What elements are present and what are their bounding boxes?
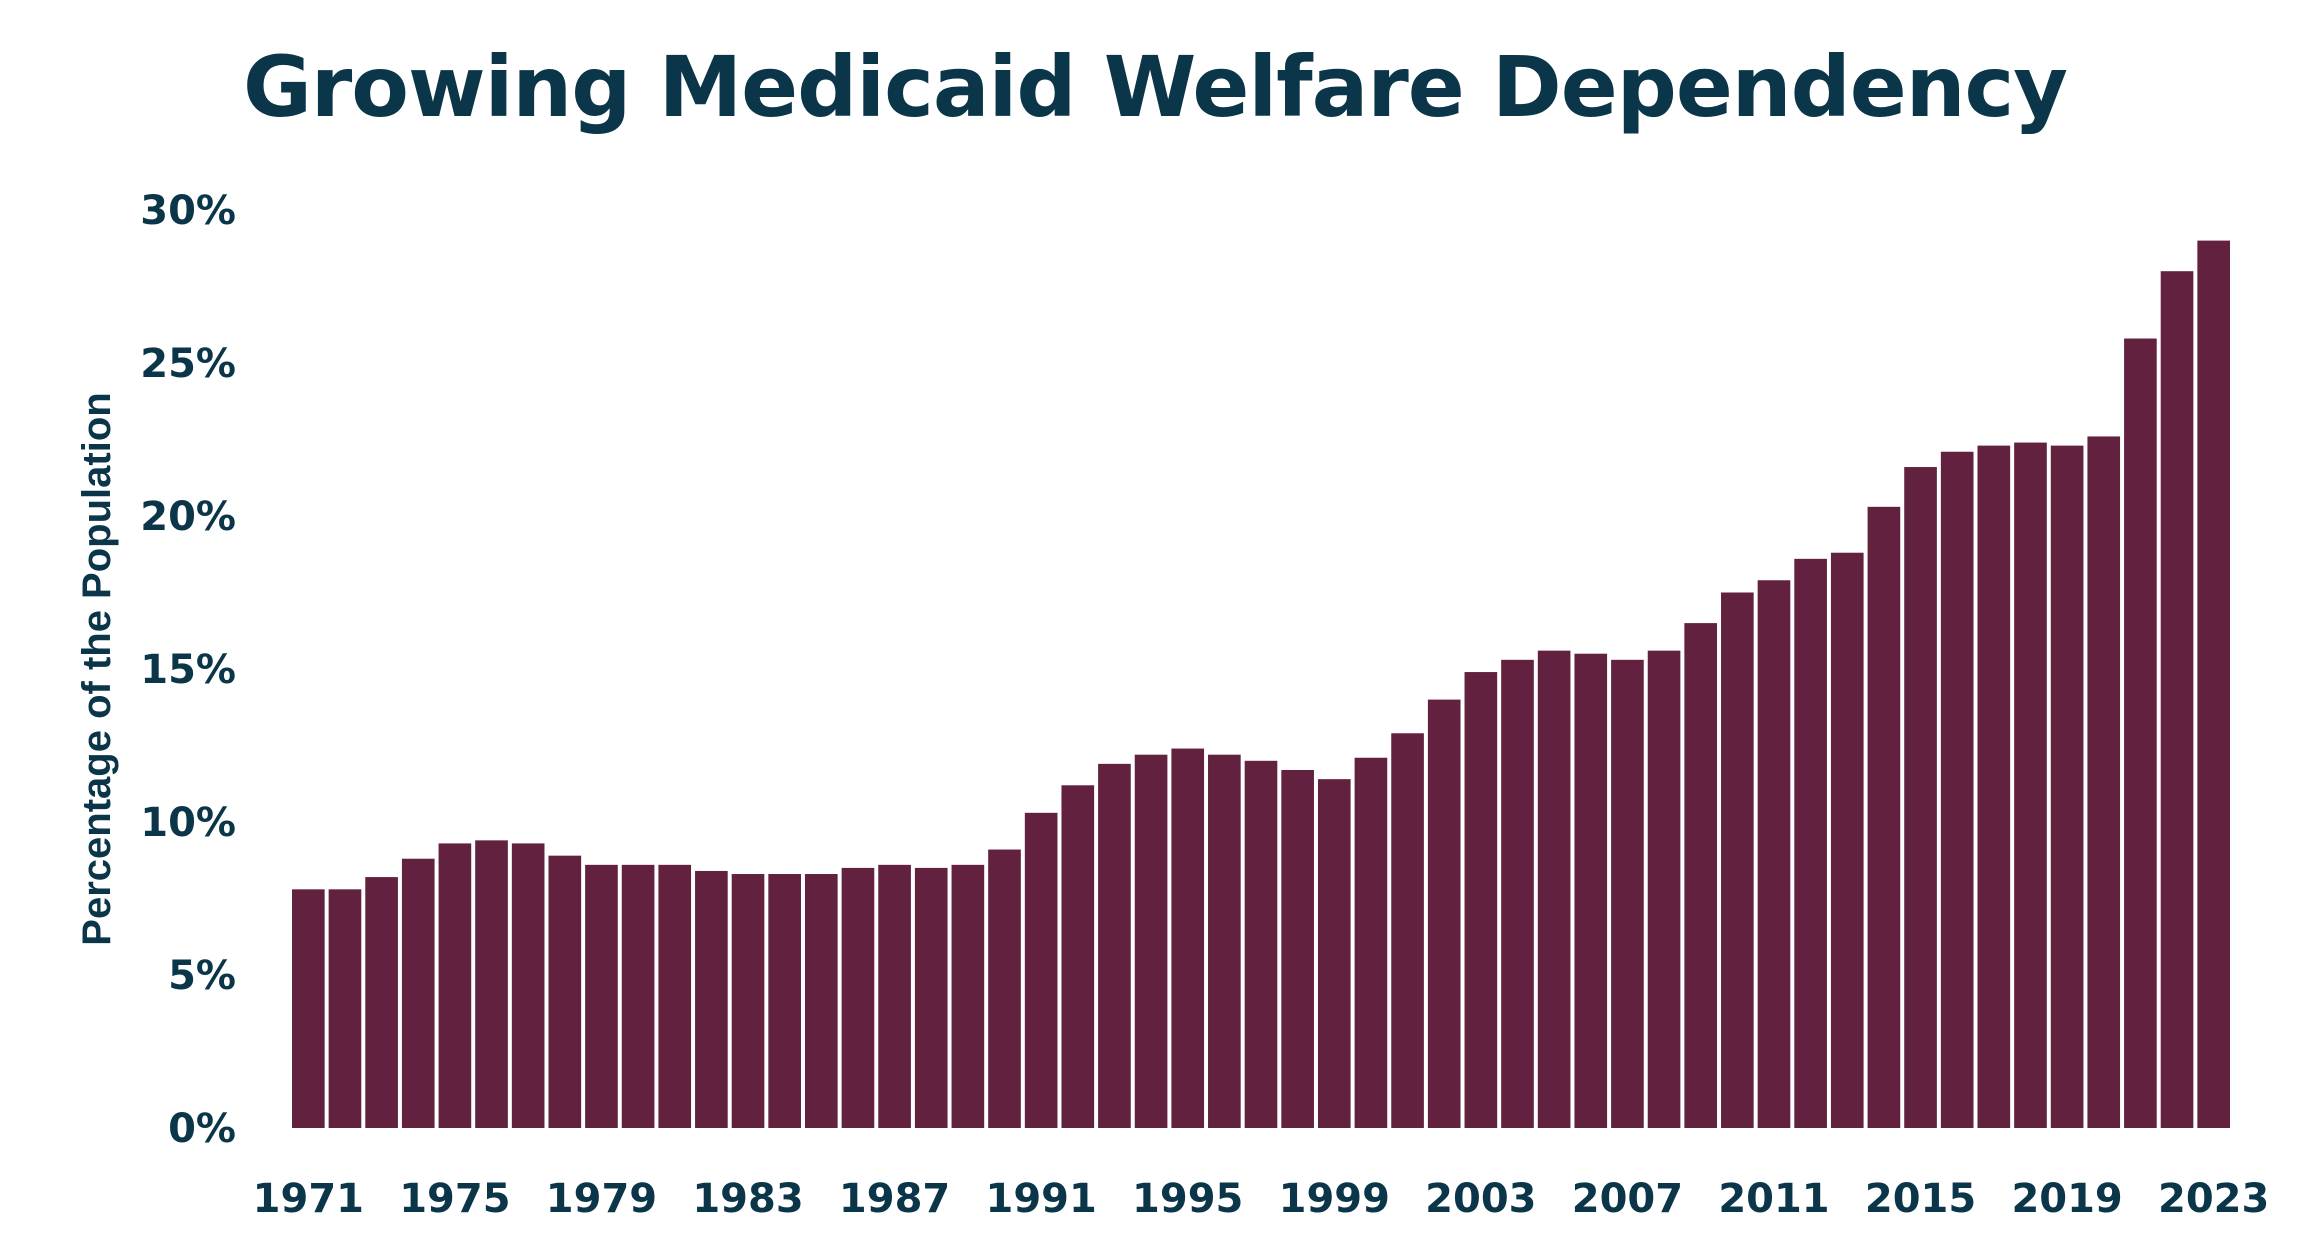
y-tick-label: 5% bbox=[168, 953, 236, 999]
y-tick-label: 20% bbox=[140, 494, 236, 540]
bar-1983 bbox=[731, 874, 765, 1128]
x-tick-label: 2015 bbox=[1865, 1176, 1976, 1222]
bar-1977 bbox=[511, 843, 545, 1128]
bar-1996 bbox=[1208, 754, 1241, 1128]
bar-1973 bbox=[365, 877, 398, 1128]
bar-1986 bbox=[841, 867, 875, 1128]
bar-1997 bbox=[1244, 760, 1278, 1128]
bar-1988 bbox=[914, 867, 948, 1128]
bar-1982 bbox=[695, 870, 728, 1128]
bar-2004 bbox=[1501, 659, 1534, 1128]
x-tick-label: 2011 bbox=[1718, 1176, 1829, 1222]
bar-2000 bbox=[1354, 757, 1388, 1128]
y-tick-label: 0% bbox=[168, 1106, 236, 1152]
bar-1971 bbox=[292, 889, 325, 1128]
bar-1994 bbox=[1134, 754, 1168, 1128]
bar-2010 bbox=[1721, 592, 1754, 1128]
bar-2006 bbox=[1574, 653, 1608, 1128]
bar-2008 bbox=[1647, 650, 1681, 1128]
bar-2019 bbox=[2050, 445, 2084, 1128]
bar-2020 bbox=[2087, 436, 2121, 1128]
bar-1975 bbox=[438, 843, 472, 1128]
x-tick-label: 1971 bbox=[253, 1176, 364, 1222]
bar-2009 bbox=[1684, 623, 1718, 1128]
bar-2001 bbox=[1391, 733, 1424, 1128]
bar-2017 bbox=[1977, 445, 2011, 1128]
bar-1989 bbox=[951, 864, 985, 1128]
bar-1972 bbox=[328, 889, 362, 1128]
bar-1987 bbox=[878, 864, 911, 1128]
x-tick-label: 1987 bbox=[839, 1176, 950, 1222]
bar-2012 bbox=[1794, 558, 1827, 1128]
bar-2011 bbox=[1757, 580, 1791, 1128]
x-tick-label: 1991 bbox=[985, 1176, 1096, 1222]
bar-1993 bbox=[1098, 763, 1131, 1128]
bar-1998 bbox=[1281, 769, 1314, 1128]
bar-1984 bbox=[768, 874, 801, 1128]
bar-2003 bbox=[1464, 672, 1498, 1128]
bar-2005 bbox=[1537, 650, 1571, 1128]
x-tick-label: 2007 bbox=[1572, 1176, 1683, 1222]
x-tick-label: 1999 bbox=[1279, 1176, 1390, 1222]
bar-1976 bbox=[475, 840, 508, 1128]
bar-1990 bbox=[988, 849, 1021, 1128]
bar-2007 bbox=[1611, 659, 1644, 1128]
x-tick-label: 1983 bbox=[692, 1176, 803, 1222]
x-tick-label: 1995 bbox=[1132, 1176, 1243, 1222]
y-tick-label: 30% bbox=[140, 188, 236, 234]
bar-2022 bbox=[2160, 271, 2194, 1128]
bar-1999 bbox=[1317, 779, 1351, 1128]
y-tick-label: 25% bbox=[140, 341, 236, 387]
x-tick-label: 2003 bbox=[1425, 1176, 1536, 1222]
bar-2013 bbox=[1830, 552, 1864, 1128]
bar-1979 bbox=[585, 864, 618, 1128]
bar-2018 bbox=[2014, 442, 2047, 1128]
bar-1980 bbox=[621, 864, 655, 1128]
x-tick-label: 2019 bbox=[2011, 1176, 2122, 1222]
bar-2021 bbox=[2124, 338, 2157, 1128]
bar-2014 bbox=[1867, 506, 1901, 1128]
bar-2002 bbox=[1427, 699, 1461, 1128]
x-tick-label: 1979 bbox=[546, 1176, 657, 1222]
y-axis-label: Percentage of the Population bbox=[75, 392, 119, 945]
x-tick-label: 1975 bbox=[399, 1176, 510, 1222]
bar-1995 bbox=[1171, 748, 1205, 1128]
bar-1978 bbox=[548, 855, 582, 1128]
chart-title: Growing Medicaid Welfare Dependency bbox=[242, 38, 2068, 136]
bar-2015 bbox=[1904, 467, 1937, 1128]
bar-1985 bbox=[804, 874, 838, 1128]
bar-1992 bbox=[1061, 785, 1095, 1128]
bar-2023 bbox=[2197, 240, 2230, 1129]
y-tick-label: 10% bbox=[140, 800, 236, 846]
x-tick-label: 2023 bbox=[2158, 1176, 2269, 1222]
y-tick-label: 15% bbox=[140, 647, 236, 693]
bar-1974 bbox=[401, 858, 435, 1128]
bar-2016 bbox=[1940, 451, 1974, 1128]
bar-1991 bbox=[1024, 812, 1058, 1128]
bar-1981 bbox=[658, 864, 692, 1128]
